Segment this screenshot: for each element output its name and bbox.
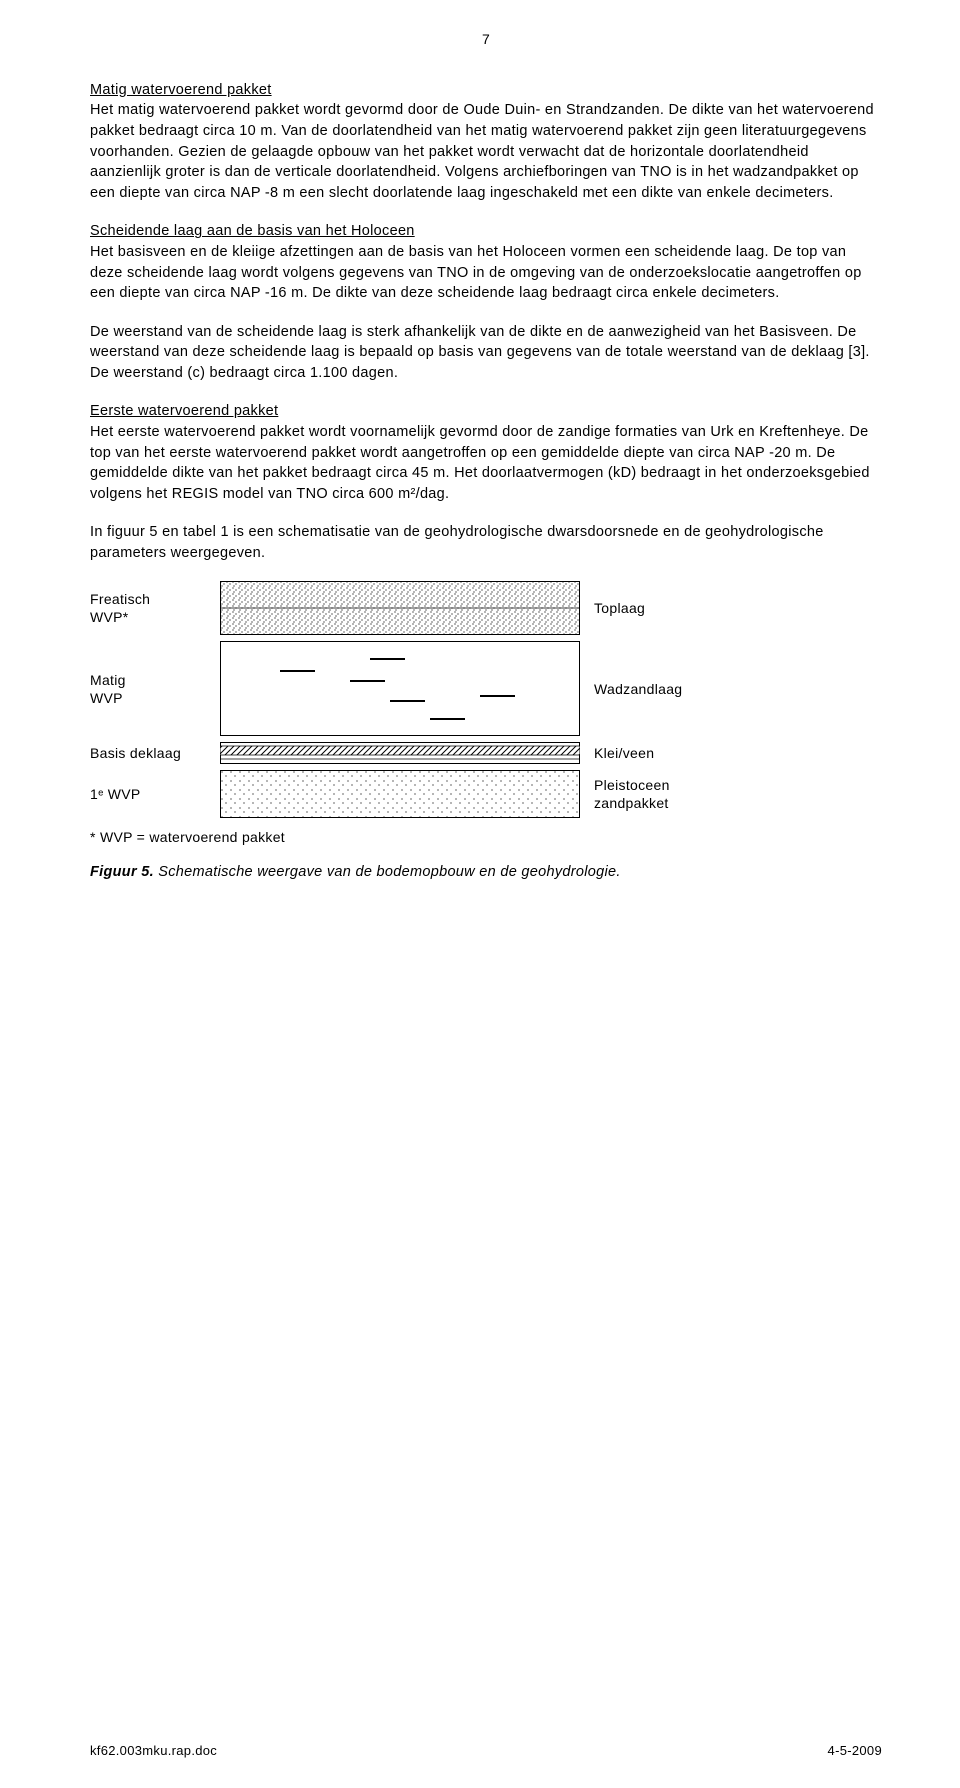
label-left-basis: Basis deklaag [90,744,220,762]
section-2: Scheidende laag aan de basis van het Hol… [90,221,882,303]
label-left-matig: Matig WVP [90,671,220,707]
label-left-freatisch: Freatisch WVP* [90,590,220,626]
figure-footnote: * WVP = watervoerend pakket [90,828,882,848]
section-1-heading: Matig watervoerend pakket [90,82,272,98]
label-right-pleistoceen: Pleistoceen zandpakket [580,776,670,812]
section-4-heading: Eerste watervoerend pakket [90,403,278,419]
section-4-body: Het eerste watervoerend pakket wordt voo… [90,424,870,502]
label-right-toplaag: Toplaag [580,599,645,617]
section-2-body: Het basisveen en de kleiige afzettingen … [90,244,862,301]
section-4: Eerste watervoerend pakket Het eerste wa… [90,401,882,504]
figure-row-toplaag: Freatisch WVP* To [90,581,882,635]
section-1: Matig watervoerend pakket Het matig wate… [90,80,882,203]
layer-toplaag [220,581,580,635]
figure-5: Freatisch WVP* To [90,581,882,882]
label-right-kleiveen: Klei/veen [580,744,654,762]
figure-row-wadzand: Matig WVP Wadzandlaag [90,641,882,736]
figure-row-kleiveen: Basis deklaag Klei/vee [90,742,882,764]
layer-kleiveen [220,742,580,764]
layer-pleistoceen [220,770,580,818]
figure-row-pleistoceen: 1ᵉ WVP Pleistoceen zandpakket [90,770,882,818]
figure-caption-text: Schematische weergave van de bodemopbouw… [154,864,621,880]
figure-caption: Figuur 5. Schematische weergave van de b… [90,862,882,883]
label-left-1ewvp: 1ᵉ WVP [90,785,220,803]
figure-caption-label: Figuur 5. [90,864,154,880]
section-3: De weerstand van de scheidende laag is s… [90,322,882,384]
section-5: In figuur 5 en tabel 1 is een schematisa… [90,522,882,563]
footer-right: 4-5-2009 [828,1742,882,1760]
footer-left: kf62.003mku.rap.doc [90,1742,217,1760]
label-right-wadzand: Wadzandlaag [580,680,682,698]
page-number: 7 [90,30,882,50]
section-5-body: In figuur 5 en tabel 1 is een schematisa… [90,524,824,561]
section-2-heading: Scheidende laag aan de basis van het Hol… [90,223,415,239]
page-footer: kf62.003mku.rap.doc 4-5-2009 [90,1742,882,1760]
section-1-body: Het matig watervoerend pakket wordt gevo… [90,102,874,200]
document-page: 7 Matig watervoerend pakket Het matig wa… [0,0,960,1788]
section-3-body: De weerstand van de scheidende laag is s… [90,324,870,381]
layer-wadzand [220,641,580,736]
